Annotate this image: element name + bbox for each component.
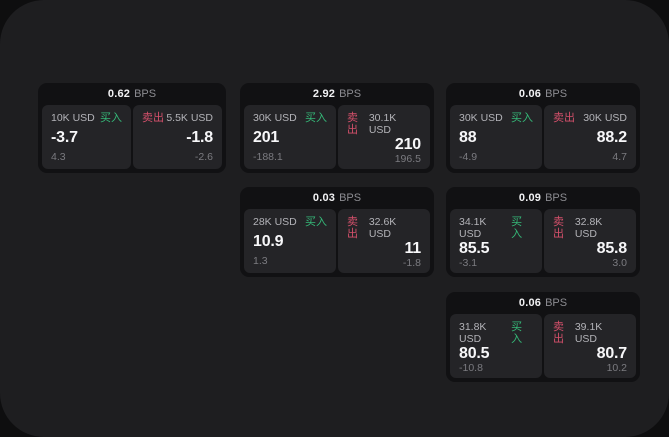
sell-label: 卖出 — [347, 216, 358, 240]
sell-delta: 196.5 — [394, 153, 421, 165]
buy-label: 买入 — [305, 216, 327, 228]
quote-card: 0.62 BPS 10K USD 买入 -3.7 4.3 卖出 5.5K USD… — [38, 83, 226, 173]
buy-tile[interactable]: 30K USD 买入 201 -188.1 — [244, 105, 336, 169]
buy-amount: 31.8K USD — [459, 321, 487, 345]
sell-delta: -1.8 — [402, 257, 421, 269]
bps-unit-label: BPS — [545, 88, 568, 100]
quote-card: 0.06 BPS 30K USD 买入 88 -4.9 卖出 30K USD 8… — [446, 83, 640, 173]
buy-delta: 1.3 — [253, 255, 268, 267]
buy-tile[interactable]: 30K USD 买入 88 -4.9 — [450, 105, 542, 169]
sell-tile[interactable]: 卖出 39.1K USD 80.7 10.2 — [544, 314, 636, 378]
bps-unit-label: BPS — [545, 297, 568, 309]
bps-value: 0.62 — [107, 88, 131, 100]
sell-label: 卖出 — [553, 321, 564, 345]
sell-tile[interactable]: 卖出 30.1K USD 210 196.5 — [338, 105, 430, 169]
buy-amount: 28K USD — [253, 216, 297, 228]
buy-delta: -10.8 — [459, 362, 483, 374]
sell-delta: 4.7 — [612, 151, 627, 163]
sell-delta: 3.0 — [612, 257, 627, 269]
card-header: 2.92 BPS — [240, 83, 434, 105]
buy-delta: 4.3 — [51, 151, 66, 163]
card-header: 0.09 BPS — [446, 187, 640, 209]
sell-delta: -2.6 — [194, 151, 213, 163]
sell-price: -1.8 — [186, 129, 213, 146]
sell-price: 210 — [394, 136, 421, 153]
buy-amount: 30K USD — [253, 112, 297, 124]
card-header: 0.62 BPS — [38, 83, 226, 105]
sell-tile[interactable]: 卖出 5.5K USD -1.8 -2.6 — [133, 105, 222, 169]
sell-amount: 32.8K USD — [574, 216, 603, 240]
buy-label: 买入 — [100, 112, 122, 124]
buy-label: 买入 — [511, 321, 523, 345]
bps-unit-label: BPS — [339, 192, 362, 204]
bps-value: 0.06 — [518, 88, 542, 100]
buy-tile[interactable]: 28K USD 买入 10.9 1.3 — [244, 209, 336, 273]
sell-amount: 5.5K USD — [166, 112, 213, 124]
quote-card: 0.03 BPS 28K USD 买入 10.9 1.3 卖出 32.6K US… — [240, 187, 434, 277]
quote-card: 0.09 BPS 34.1K USD 买入 85.5 -3.1 卖出 32.8K… — [446, 187, 640, 277]
buy-price: 201 — [253, 129, 280, 146]
card-header: 0.06 BPS — [446, 292, 640, 314]
buy-price: 10.9 — [253, 233, 284, 250]
sell-price: 80.7 — [596, 345, 628, 362]
sell-tile[interactable]: 卖出 30K USD 88.2 4.7 — [544, 105, 636, 169]
sell-label: 卖出 — [553, 216, 564, 240]
sell-delta: 10.2 — [606, 362, 627, 374]
bps-unit-label: BPS — [339, 88, 362, 100]
buy-tile[interactable]: 10K USD 买入 -3.7 4.3 — [42, 105, 131, 169]
buy-tile[interactable]: 31.8K USD 买入 80.5 -10.8 — [450, 314, 542, 378]
sell-tile[interactable]: 卖出 32.8K USD 85.8 3.0 — [544, 209, 636, 273]
bps-value: 2.92 — [312, 88, 336, 100]
bps-value: 0.09 — [518, 192, 542, 204]
buy-label: 买入 — [511, 112, 533, 124]
sell-amount: 39.1K USD — [574, 321, 603, 345]
bps-value: 0.03 — [312, 192, 336, 204]
bps-unit-label: BPS — [545, 192, 568, 204]
card-header: 0.06 BPS — [446, 83, 640, 105]
sell-label: 卖出 — [553, 112, 575, 124]
sell-tile[interactable]: 卖出 32.6K USD 11 -1.8 — [338, 209, 430, 273]
sell-price: 11 — [404, 240, 421, 257]
buy-amount: 34.1K USD — [459, 216, 487, 240]
buy-amount: 30K USD — [459, 112, 503, 124]
buy-delta: -188.1 — [253, 151, 283, 163]
sell-amount: 30.1K USD — [368, 112, 397, 136]
bps-unit-label: BPS — [134, 88, 157, 100]
sell-amount: 30K USD — [583, 112, 627, 124]
buy-price: 85.5 — [459, 240, 490, 257]
buy-price: 88 — [459, 129, 477, 146]
buy-price: 80.5 — [459, 345, 490, 362]
buy-amount: 10K USD — [51, 112, 95, 124]
sell-label: 卖出 — [142, 112, 164, 124]
quote-card: 2.92 BPS 30K USD 买入 201 -188.1 卖出 30.1K … — [240, 83, 434, 173]
card-header: 0.03 BPS — [240, 187, 434, 209]
sell-amount: 32.6K USD — [368, 216, 397, 240]
sell-label: 卖出 — [347, 112, 358, 136]
buy-tile[interactable]: 34.1K USD 买入 85.5 -3.1 — [450, 209, 542, 273]
bps-value: 0.06 — [518, 297, 542, 309]
buy-delta: -3.1 — [459, 257, 478, 269]
buy-delta: -4.9 — [459, 151, 478, 163]
sell-price: 88.2 — [596, 129, 628, 146]
sell-price: 85.8 — [596, 240, 628, 257]
buy-price: -3.7 — [51, 129, 78, 146]
quote-card: 0.06 BPS 31.8K USD 买入 80.5 -10.8 卖出 39.1… — [446, 292, 640, 382]
buy-label: 买入 — [511, 216, 523, 240]
buy-label: 买入 — [305, 112, 327, 124]
